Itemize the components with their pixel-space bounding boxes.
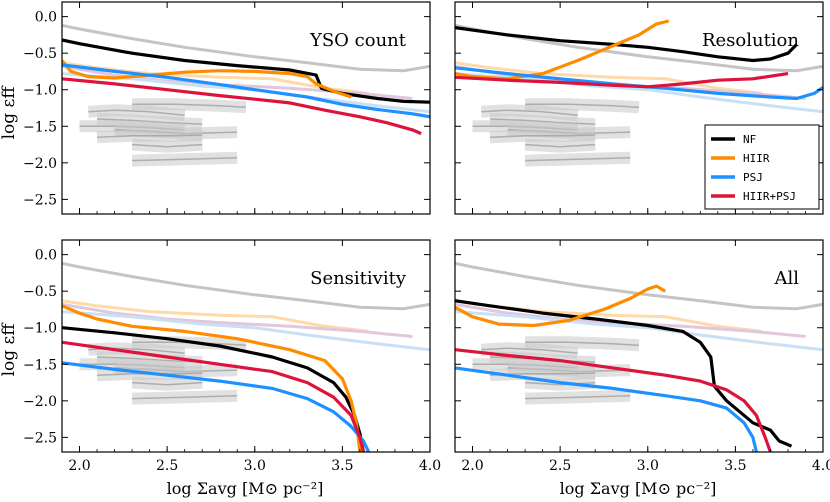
legend-label: HIIR+PSJ: [743, 190, 796, 203]
legend-label: PSJ: [743, 171, 763, 184]
series-line-nf: [455, 299, 793, 448]
reference-faint-blue: [455, 310, 823, 352]
gray-band-line-6: [525, 143, 596, 148]
gray-band-line-5: [132, 103, 247, 109]
gray-band-line-1: [489, 118, 596, 125]
gray-band-line-4: [489, 134, 596, 138]
panel-title: Sensitivity: [310, 268, 407, 289]
panel-resolution: Resolution NF HIIR PSJ HIIR+PSJ: [454, 1, 824, 215]
series-line-psj: [62, 63, 430, 119]
panel-frame: [454, 239, 824, 453]
plot-area: [455, 261, 823, 452]
reference-faint-blue: [62, 310, 430, 352]
reference-faint-blue: [455, 72, 823, 114]
plot-area: [455, 19, 823, 167]
panel-title: All: [773, 268, 799, 289]
x-axis-label-left: log Σavg [M⊙ pc⁻²]: [167, 479, 324, 498]
x-tick-label: 2.5: [549, 458, 571, 474]
series-line-nf: [455, 26, 798, 63]
reference-faint-orange: [455, 61, 762, 95]
reference-gray-upper: [62, 261, 430, 311]
reference-faint-orange: [62, 299, 369, 333]
y-tick-label: 0.0: [35, 248, 57, 264]
series-line-hiir: [62, 59, 352, 99]
y-tick-label: −2.5: [23, 192, 57, 208]
gray-band-line-6: [132, 381, 203, 386]
y-tick-label: −1.5: [23, 119, 57, 135]
gray-band-line-7: [132, 156, 238, 162]
panel-sensitivity: 2.0 2.5 3.0 3.5 4.0 0.0 −0.5 −1.0 −1.5 −2.0 −2.5 Se…: [23, 239, 441, 474]
gray-band-line-5: [525, 103, 640, 109]
x-tick-label: 3.0: [637, 458, 659, 474]
gray-band-line-6: [525, 381, 596, 386]
reference-gray-upper: [62, 23, 430, 73]
y-tick-label: −2.5: [23, 430, 57, 446]
series-line-hiir-psj: [455, 72, 789, 89]
panel-frame: [61, 239, 431, 453]
x-tick-label: 2.0: [68, 458, 90, 474]
gray-band-line-0: [481, 109, 578, 117]
gray-band-line-1: [96, 118, 203, 125]
gray-band-line-1: [96, 356, 203, 363]
series-line-psj: [455, 366, 758, 452]
gray-band-line-7: [132, 394, 238, 400]
x-tick-label: 2.5: [156, 458, 178, 474]
plot-area: [62, 23, 430, 167]
x-tick-label: 3.0: [244, 458, 266, 474]
plot-area: [62, 261, 430, 452]
y-tick-label: 0.0: [35, 10, 57, 26]
gray-band-line-5: [525, 341, 640, 347]
y-tick-label: −2.0: [23, 156, 57, 172]
legend-label: HIIR: [743, 152, 770, 165]
panel-yso-count: 0.0 −0.5 −1.0 −1.5 −2.0 −2.5 YSO count: [23, 1, 431, 215]
x-tick-label: 4.0: [812, 458, 830, 474]
panel-all: 2.0 2.5 3.0 3.5 4.0 All: [454, 239, 830, 474]
y-axis-label-bottom: log εff: [0, 322, 19, 377]
gray-band-line-7: [525, 394, 631, 400]
series-line-hiir: [62, 304, 362, 452]
x-tick-label: 2.0: [461, 458, 483, 474]
y-tick-label: −2.0: [23, 394, 57, 410]
gray-band-line-4: [96, 134, 203, 138]
reference-gray-upper: [455, 261, 823, 311]
x-axis-label-right: log Σavg [M⊙ pc⁻²]: [560, 479, 717, 498]
y-tick-label: −0.5: [23, 46, 57, 62]
panel-frame: [61, 1, 431, 215]
series-line-hiir-psj: [455, 348, 772, 452]
series-line-nf: [62, 38, 430, 104]
legend-label: NF: [743, 133, 756, 146]
gray-band-line-6: [132, 143, 203, 148]
gray-band-line-0: [481, 347, 578, 355]
y-tick-label: −1.5: [23, 357, 57, 373]
y-axis-label-top: log εff: [0, 85, 19, 140]
panel-title: Resolution: [702, 30, 799, 51]
series-line-psj: [455, 66, 823, 101]
y-tick-label: −1.0: [23, 321, 57, 337]
x-tick-label: 3.5: [724, 458, 746, 474]
gray-band-line-0: [88, 109, 185, 117]
series-line-hiir: [455, 284, 667, 328]
series-line-hiir-psj: [62, 77, 422, 136]
x-tick-label: 4.0: [419, 458, 441, 474]
reference-faint-purple: [62, 302, 413, 338]
x-tick-label: 3.5: [331, 458, 353, 474]
series-line-hiir-psj: [62, 340, 365, 452]
panel-title: YSO count: [309, 30, 407, 51]
y-tick-label: −0.5: [23, 284, 57, 300]
gray-band-line-7: [525, 156, 631, 162]
y-tick-label: −1.0: [23, 83, 57, 99]
panel-frame: [454, 1, 824, 215]
